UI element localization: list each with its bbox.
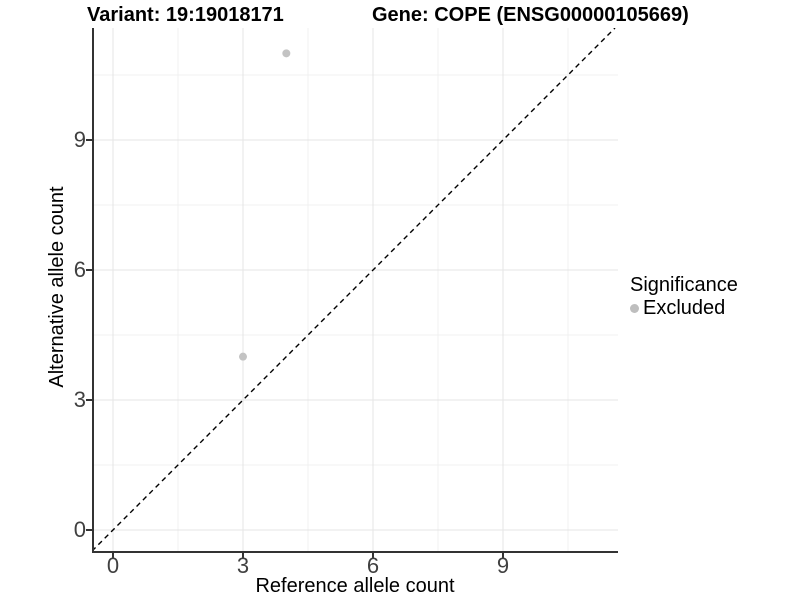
legend-title: Significance — [630, 274, 738, 296]
data-point — [282, 49, 291, 58]
y-tick-mark — [86, 269, 92, 271]
y-tick-label: 3 — [73, 387, 86, 412]
y-tick-mark — [86, 139, 92, 141]
y-tick-mark — [86, 399, 92, 401]
excluded-marker-icon — [630, 303, 639, 313]
y-tick-label: 6 — [73, 257, 86, 282]
x-tick-mark — [112, 553, 114, 559]
plot-panel — [92, 28, 618, 553]
variant-title: Variant: 19:19018171 — [87, 4, 284, 26]
x-axis-title: Reference allele count — [255, 575, 455, 597]
data-point — [239, 352, 247, 361]
gene-title: Gene: COPE (ENSG00000105669) — [372, 4, 689, 26]
x-tick-mark — [502, 553, 504, 559]
y-axis-title: Alternative allele count — [46, 186, 68, 388]
x-tick-label: 0 — [106, 553, 120, 578]
x-tick-mark — [372, 553, 374, 559]
legend-entry-label: Excluded — [643, 297, 726, 319]
x-tick-mark — [242, 553, 244, 559]
y-tick-mark — [86, 529, 92, 531]
y-tick-label: 9 — [73, 127, 86, 152]
legend: Significance Excluded — [630, 273, 738, 319]
y-tick-label: 0 — [73, 517, 86, 542]
x-tick-label: 6 — [366, 553, 380, 578]
legend-entry-excluded: Excluded — [630, 297, 738, 319]
x-tick-label: 9 — [496, 553, 510, 578]
x-tick-label: 3 — [236, 553, 250, 578]
identity-dashed-line — [92, 28, 616, 552]
